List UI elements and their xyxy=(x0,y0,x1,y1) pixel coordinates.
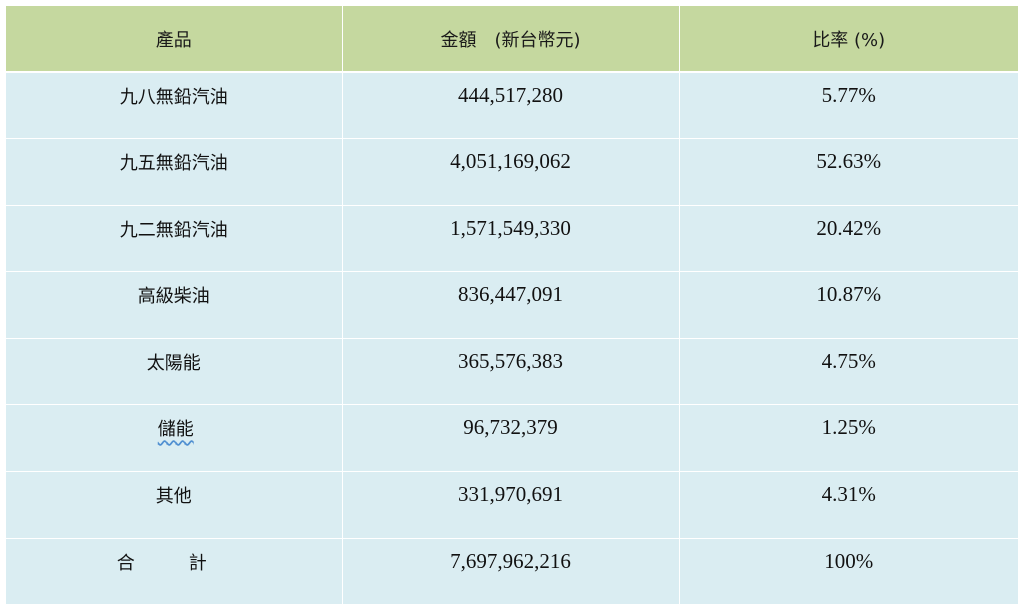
sales-table-container: 產品 金額 (新台幣元) 比率 (%) 九八無鉛汽油 444,517,280 5… xyxy=(6,6,1018,606)
ratio-cell: 4.75% xyxy=(679,338,1018,406)
ratio-cell: 52.63% xyxy=(679,138,1018,206)
table-row: 高級柴油 836,447,091 10.87% xyxy=(6,271,1018,339)
table-total-row: 合 計 7,697,962,216 100% xyxy=(6,538,1018,606)
product-cell: 九五無鉛汽油 xyxy=(6,138,343,206)
total-label: 合 計 xyxy=(116,552,207,574)
amount-cell: 1,571,549,330 xyxy=(342,205,680,273)
table-header-row: 產品 金額 (新台幣元) 比率 (%) xyxy=(6,6,1018,73)
table-row: 儲能 96,732,379 1.25% xyxy=(6,404,1018,473)
ratio-cell: 10.87% xyxy=(679,271,1018,339)
ratio-cell: 1.25% xyxy=(679,404,1018,473)
table-row: 九二無鉛汽油 1,571,549,330 20.42% xyxy=(6,205,1018,273)
amount-cell: 444,517,280 xyxy=(342,72,680,140)
ratio-cell: 4.31% xyxy=(679,471,1018,539)
amount-cell: 331,970,691 xyxy=(342,471,680,539)
table-row: 其他 331,970,691 4.31% xyxy=(6,471,1018,539)
product-label-spellcheck: 儲能 xyxy=(157,419,194,441)
amount-cell: 836,447,091 xyxy=(342,271,680,339)
amount-cell: 4,051,169,062 xyxy=(342,138,680,206)
amount-cell: 365,576,383 xyxy=(342,338,680,406)
total-amount-cell: 7,697,962,216 xyxy=(342,538,680,606)
table-row: 九八無鉛汽油 444,517,280 5.77% xyxy=(6,72,1018,140)
product-cell: 太陽能 xyxy=(6,338,343,406)
product-cell: 其他 xyxy=(6,471,343,539)
total-label-cell: 合 計 xyxy=(6,538,343,606)
product-cell: 九八無鉛汽油 xyxy=(6,72,343,140)
table-row: 九五無鉛汽油 4,051,169,062 52.63% xyxy=(6,138,1018,206)
header-product: 產品 xyxy=(6,6,343,73)
sales-table: 產品 金額 (新台幣元) 比率 (%) 九八無鉛汽油 444,517,280 5… xyxy=(6,6,1018,606)
table-row: 太陽能 365,576,383 4.75% xyxy=(6,338,1018,406)
product-cell: 儲能 xyxy=(6,404,343,473)
ratio-cell: 5.77% xyxy=(679,72,1018,140)
total-ratio-cell: 100% xyxy=(679,538,1018,606)
amount-cell: 96,732,379 xyxy=(342,404,680,473)
product-cell: 九二無鉛汽油 xyxy=(6,205,343,273)
ratio-cell: 20.42% xyxy=(679,205,1018,273)
product-cell: 高級柴油 xyxy=(6,271,343,339)
header-ratio: 比率 (%) xyxy=(679,6,1018,73)
header-amount: 金額 (新台幣元) xyxy=(342,6,680,73)
